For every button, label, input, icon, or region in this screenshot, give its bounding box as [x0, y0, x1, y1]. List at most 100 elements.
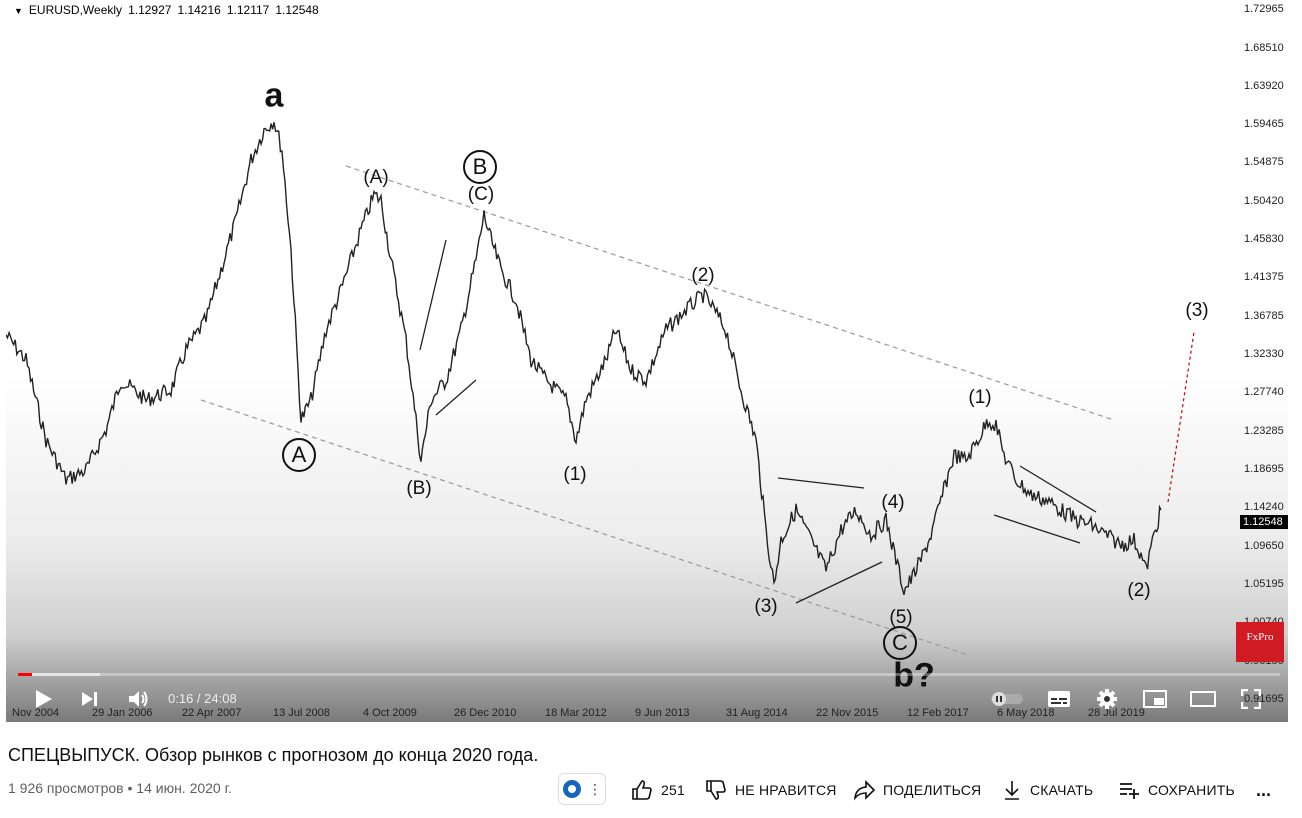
- progress-bar[interactable]: [18, 673, 1280, 676]
- play-button[interactable]: [30, 682, 58, 716]
- fullscreen-button[interactable]: [1238, 682, 1264, 716]
- price-tick: 1.68510: [1244, 42, 1284, 54]
- date-tick: 26 Dec 2010: [454, 707, 517, 719]
- price-tick: 1.23285: [1244, 425, 1284, 437]
- wave-label-A-circled: A: [282, 438, 316, 472]
- save-label: СОХРАНИТЬ: [1148, 782, 1235, 798]
- video-title: СПЕЦВЫПУСК. Обзор рынков с прогнозом до …: [8, 745, 539, 765]
- volume-icon: [129, 691, 148, 707]
- chart-symbol-header: ▼ EURUSD,Weekly 1.12927 1.14216 1.12117 1.125…: [14, 3, 325, 17]
- share-label: ПОДЕЛИТЬСЯ: [883, 782, 982, 798]
- play-icon: [36, 690, 52, 708]
- more-horizontal-icon: ...: [1256, 779, 1272, 800]
- fxpro-logo: FxPro: [1236, 622, 1284, 662]
- settings-icon: [1097, 689, 1117, 709]
- fxpro-logo-text: FxPro: [1246, 631, 1274, 643]
- wave-label-B: (B): [406, 478, 432, 499]
- more-vertical-icon: ⋮: [588, 780, 602, 797]
- thumbs-up-icon: [632, 780, 652, 800]
- price-tick: 1.50420: [1244, 195, 1284, 207]
- subtitles-icon: [1048, 691, 1070, 707]
- wedge-upper-line: [1019, 465, 1097, 513]
- price-tick: 1.41375: [1244, 271, 1284, 283]
- autoplay-toggle-icon: [991, 692, 1023, 706]
- channel-bottom-line: [200, 399, 969, 656]
- add-to-playlist-icon: [1120, 783, 1139, 799]
- fullscreen-icon: [1241, 689, 1261, 709]
- price-tick: 1.63920: [1244, 80, 1284, 92]
- wave-label-A: (A): [363, 167, 389, 188]
- date-tick: 28 Jul 2019: [1088, 707, 1145, 719]
- dislike-button[interactable]: НЕ НРАВИТСЯ: [705, 776, 837, 804]
- price-axis: 1.72965 1.68510 1.63920 1.59465 1.54875 …: [1234, 0, 1288, 722]
- trend-line-short: [435, 379, 477, 416]
- price-chart: [6, 122, 1195, 656]
- date-tick: 6 May 2018: [997, 707, 1055, 719]
- wave-label-C-circled: C: [883, 626, 917, 660]
- wave-label-4: (4): [881, 492, 905, 513]
- save-button[interactable]: СОХРАНИТЬ: [1118, 776, 1235, 804]
- price-tick: 1.27740: [1244, 386, 1284, 398]
- like-count: 251: [661, 782, 685, 798]
- ohlc-open: 1.12927: [128, 3, 172, 17]
- ohlc-high: 1.14216: [177, 3, 221, 17]
- settings-button[interactable]: [1094, 682, 1120, 716]
- subtitles-button[interactable]: [1046, 682, 1072, 716]
- date-tick: 18 Mar 2012: [545, 707, 607, 719]
- price-line: [6, 122, 1162, 595]
- miniplayer-button[interactable]: [1142, 682, 1168, 716]
- price-tick: 1.14240: [1244, 501, 1284, 513]
- video-meta: 1 926 просмотров • 14 июн. 2020 г.: [8, 780, 232, 796]
- current-price-marker: 1.12548: [1240, 515, 1288, 529]
- download-icon: [1005, 781, 1019, 800]
- wave-label-a: a: [264, 76, 284, 115]
- wave-label-b: b?: [893, 656, 935, 695]
- price-tick: 1.72965: [1244, 3, 1284, 15]
- trend-line-steep: [419, 239, 447, 351]
- theater-icon: [1190, 691, 1216, 707]
- wave-label-B-circled: B: [463, 150, 497, 184]
- more-actions-button[interactable]: ...: [1256, 776, 1271, 804]
- miniplayer-icon: [1143, 690, 1167, 708]
- price-tick: 1.32330: [1244, 348, 1284, 360]
- autoplay-toggle[interactable]: [989, 682, 1025, 716]
- date-tick: 12 Feb 2017: [907, 707, 969, 719]
- thumbs-down-icon: [706, 780, 726, 800]
- channel-button[interactable]: ⋮: [558, 773, 606, 805]
- date-tick: 22 Apr 2007: [182, 707, 242, 719]
- symbol-name: EURUSD,Weekly: [28, 3, 123, 17]
- theater-mode-button[interactable]: [1188, 682, 1218, 716]
- wave-label-5: (5): [889, 607, 913, 628]
- chevron-down-icon: ▼: [14, 6, 23, 16]
- price-tick: 1.59465: [1244, 118, 1284, 130]
- share-button[interactable]: ПОДЕЛИТЬСЯ: [853, 776, 981, 804]
- wave-label-3-target: (3): [1185, 300, 1209, 321]
- progress-played: [18, 673, 32, 676]
- wave-label-1: (1): [563, 464, 587, 485]
- progress-buffered: [18, 673, 101, 676]
- channel-top-line: [345, 165, 1115, 421]
- ohlc-close: 1.12548: [275, 3, 319, 17]
- video-player[interactable]: ▼ EURUSD,Weekly 1.12927 1.14216 1.12117 1.125…: [6, 0, 1288, 722]
- share-icon: [853, 780, 875, 801]
- next-button[interactable]: [78, 682, 102, 716]
- volume-button[interactable]: [126, 682, 152, 716]
- wave-label-1-2018: (1): [968, 387, 992, 408]
- like-button[interactable]: 251: [631, 776, 685, 804]
- ohlc-low: 1.12117: [226, 3, 270, 17]
- download-button[interactable]: СКАЧАТЬ: [1002, 776, 1093, 804]
- triangle-upper-line: [777, 477, 865, 489]
- wedge-lower-line: [993, 514, 1081, 544]
- channel-avatar-icon: [563, 780, 581, 798]
- price-tick: 0.91695: [1244, 693, 1284, 705]
- download-label: СКАЧАТЬ: [1030, 782, 1094, 798]
- date-tick: 4 Oct 2009: [363, 707, 417, 719]
- projection-line: [1167, 331, 1195, 503]
- price-tick: 1.45830: [1244, 233, 1284, 245]
- date-tick: 13 Jul 2008: [273, 707, 330, 719]
- dislike-label: НЕ НРАВИТСЯ: [735, 782, 837, 798]
- date-tick: 22 Nov 2015: [816, 707, 879, 719]
- price-tick: 1.18695: [1244, 463, 1284, 475]
- wave-label-3: (3): [754, 596, 778, 617]
- date-tick: 31 Aug 2014: [726, 707, 788, 719]
